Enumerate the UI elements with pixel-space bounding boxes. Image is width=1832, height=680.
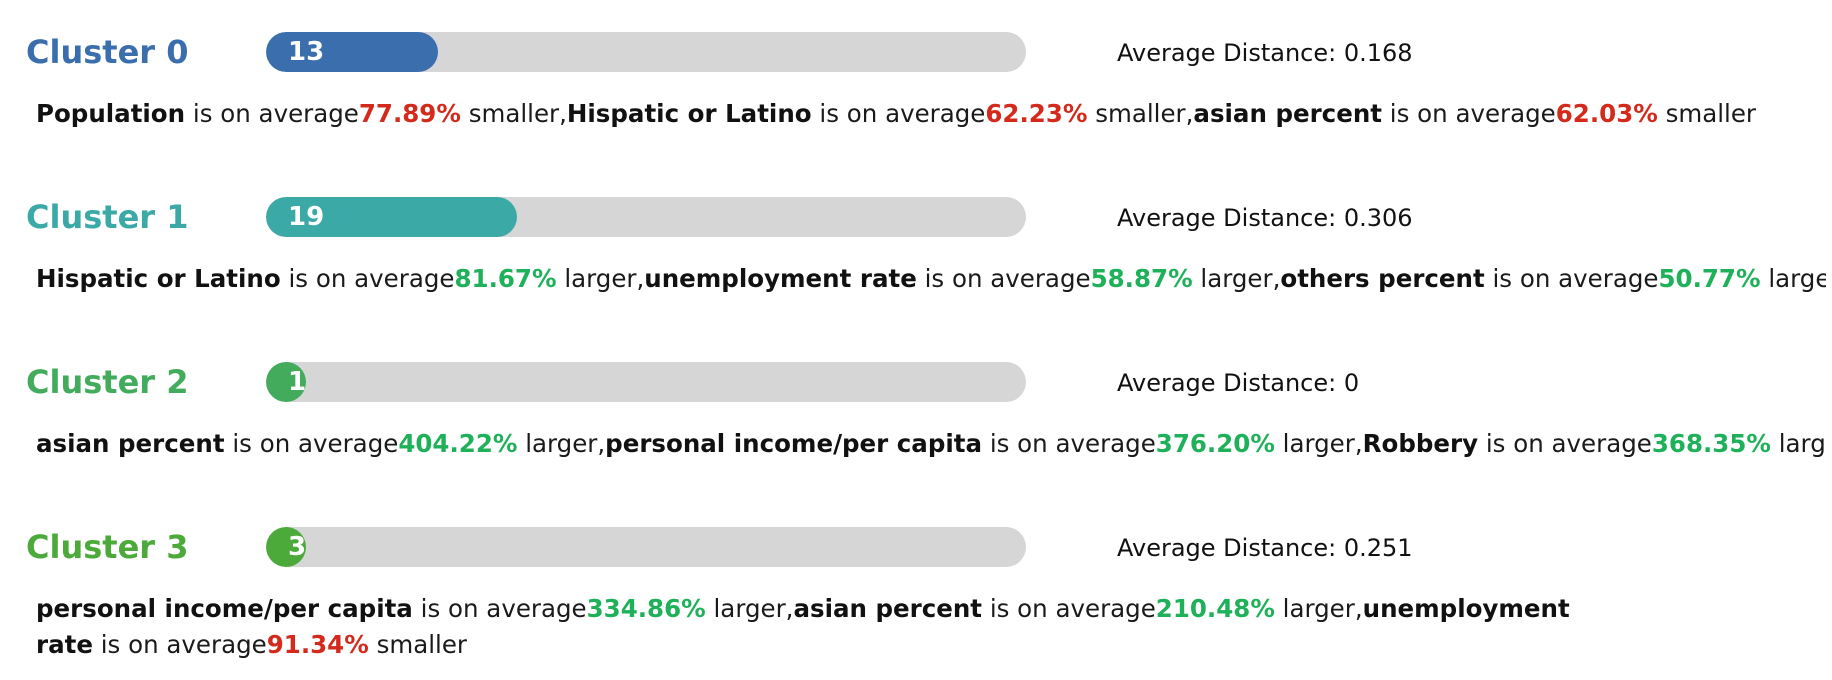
cluster-size-fill	[266, 527, 306, 567]
connector-text: is on average	[989, 429, 1156, 458]
feature-percent: 210.48%	[1155, 594, 1275, 623]
cluster-title: Cluster 3	[26, 528, 189, 566]
feature-name: Hispatic or Latino	[566, 99, 812, 128]
direction-word: larger,	[713, 594, 794, 623]
feature-name: others percent	[1280, 264, 1485, 293]
connector-text: is on average	[192, 99, 359, 128]
feature-percent: 77.89%	[358, 99, 461, 128]
average-distance: Average Distance: 0	[1117, 366, 1359, 400]
cluster-description: Population is on average77.89% smaller,H…	[36, 96, 1826, 134]
direction-word: larger,	[1200, 264, 1281, 293]
cluster-size-fill	[266, 362, 306, 402]
feature-name: asian percent	[793, 594, 983, 623]
cluster-size-bar: 19	[266, 197, 1026, 237]
feature-percent: 81.67%	[454, 264, 557, 293]
cluster-card-0: Cluster 0 13 Average Distance: 0.168 Pop…	[0, 0, 1832, 165]
direction-word: larger,	[525, 429, 606, 458]
feature-name: Robbery	[1362, 429, 1479, 458]
feature-name: personal income/per capita	[36, 594, 413, 623]
feature-percent: 334.86%	[586, 594, 706, 623]
feature-percent: 91.34%	[266, 630, 369, 659]
cluster-title: Cluster 0	[26, 33, 189, 71]
average-distance-label: Average Distance:	[1117, 39, 1344, 67]
feature-name: unemployment rate	[644, 264, 917, 293]
feature-name: Population	[36, 99, 186, 128]
connector-text: is on average	[924, 264, 1091, 293]
feature-percent: 404.22%	[398, 429, 518, 458]
direction-word: larger	[1768, 264, 1826, 293]
average-distance-value: 0	[1343, 369, 1360, 397]
feature-percent: 58.87%	[1090, 264, 1193, 293]
direction-word: smaller	[1665, 99, 1756, 128]
cluster-count: 3	[288, 532, 307, 562]
connector-text: is on average	[989, 594, 1156, 623]
connector-text: is on average	[1485, 429, 1652, 458]
cluster-count: 1	[288, 367, 307, 397]
feature-percent: 50.77%	[1658, 264, 1761, 293]
cluster-description: personal income/per capita is on average…	[36, 591, 1596, 663]
feature-percent: 376.20%	[1155, 429, 1275, 458]
feature-name: personal income/per capita	[605, 429, 983, 458]
connector-text: is on average	[100, 630, 267, 659]
cluster-card-3: Cluster 3 3 Average Distance: 0.251 pers…	[0, 495, 1832, 680]
cluster-description: asian percent is on average404.22% large…	[36, 426, 1826, 464]
direction-word: larger	[1778, 429, 1826, 458]
cluster-size-fill	[266, 32, 438, 72]
cluster-card-1: Cluster 1 19 Average Distance: 0.306 His…	[0, 165, 1832, 330]
feature-name: asian percent	[36, 429, 225, 458]
cluster-count: 19	[288, 202, 325, 232]
average-distance-value: 0.306	[1343, 204, 1413, 232]
feature-name: unemployment rate	[36, 594, 1570, 659]
cluster-title: Cluster 1	[26, 198, 189, 236]
feature-percent: 62.03%	[1555, 99, 1658, 128]
direction-word: larger,	[1282, 429, 1363, 458]
direction-word: larger,	[564, 264, 645, 293]
cluster-size-bar: 3	[266, 527, 1026, 567]
cluster-card-2: Cluster 2 1 Average Distance: 0 asian pe…	[0, 330, 1832, 495]
cluster-size-bar: 13	[266, 32, 1026, 72]
average-distance: Average Distance: 0.306	[1117, 201, 1413, 235]
direction-word: smaller,	[1095, 99, 1194, 128]
connector-text: is on average	[1492, 264, 1659, 293]
connector-text: is on average	[288, 264, 455, 293]
feature-percent: 62.23%	[985, 99, 1088, 128]
average-distance-value: 0.168	[1343, 39, 1413, 67]
feature-percent: 368.35%	[1651, 429, 1771, 458]
connector-text: is on average	[819, 99, 986, 128]
average-distance-label: Average Distance:	[1117, 369, 1344, 397]
cluster-description: Hispatic or Latino is on average81.67% l…	[36, 261, 1826, 299]
cluster-size-fill	[266, 197, 517, 237]
cluster-title: Cluster 2	[26, 363, 189, 401]
connector-text: is on average	[232, 429, 399, 458]
connector-text: is on average	[420, 594, 587, 623]
average-distance-value: 0.251	[1343, 534, 1413, 562]
connector-text: is on average	[1389, 99, 1556, 128]
direction-word: smaller	[376, 630, 467, 659]
feature-name: Hispatic or Latino	[36, 264, 281, 293]
cluster-size-bar: 1	[266, 362, 1026, 402]
direction-word: larger,	[1282, 594, 1363, 623]
feature-name: asian percent	[1193, 99, 1382, 128]
average-distance-label: Average Distance:	[1117, 534, 1344, 562]
average-distance: Average Distance: 0.168	[1117, 36, 1413, 70]
cluster-count: 13	[288, 37, 325, 67]
direction-word: smaller,	[468, 99, 567, 128]
average-distance: Average Distance: 0.251	[1117, 531, 1413, 565]
average-distance-label: Average Distance:	[1117, 204, 1344, 232]
